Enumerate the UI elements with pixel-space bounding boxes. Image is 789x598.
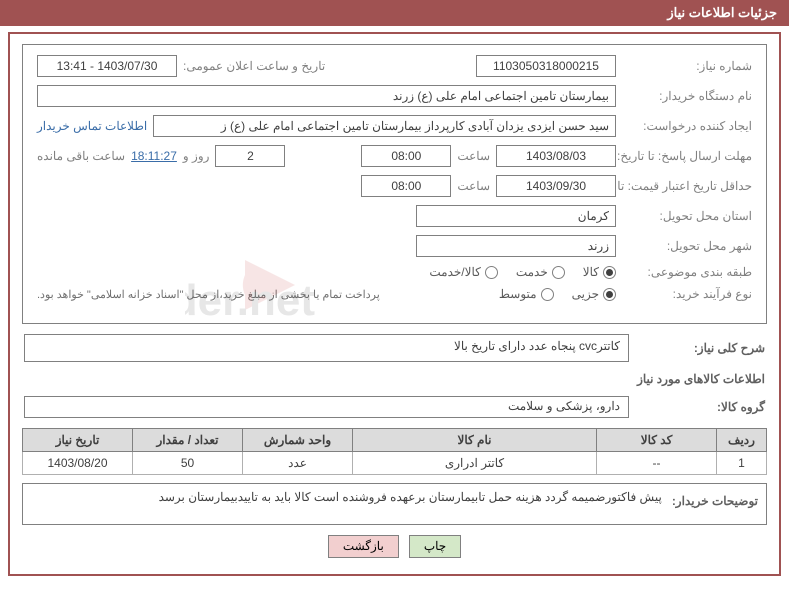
cell-date: 1403/08/20 — [23, 452, 133, 475]
row-reply-deadline: مهلت ارسال پاسخ: تا تاریخ: 1403/08/03 سا… — [37, 145, 752, 167]
payment-note: پرداخت تمام یا بخشی از مبلغ خرید،از محل … — [37, 288, 380, 301]
general-desc-label: شرح کلی نیاز: — [635, 341, 765, 355]
radio-khedmat[interactable]: خدمت — [516, 265, 565, 279]
row-price-validity: حداقل تاریخ اعتبار قیمت: تا تاریخ: 1403/… — [37, 175, 752, 197]
reply-deadline-date: 1403/08/03 — [496, 145, 616, 167]
requester-label: ایجاد کننده درخواست: — [622, 119, 752, 133]
buyer-notes-content: پیش فاکتورضمیمه گردد هزینه حمل تابیمارست… — [31, 490, 662, 518]
print-button[interactable]: چاپ — [409, 535, 461, 558]
radio-motavaset-label: متوسط — [499, 287, 537, 301]
table-header-row: ردیف کد کالا نام کالا واحد شمارش تعداد /… — [23, 429, 767, 452]
radio-circle-icon — [485, 266, 498, 279]
radio-circle-icon — [603, 288, 616, 301]
row-general-desc: شرح کلی نیاز: کاتترcvc پنجاه عدد دارای ت… — [24, 334, 765, 362]
radio-circle-icon — [541, 288, 554, 301]
radio-circle-icon — [552, 266, 565, 279]
radio-kala-khedmat[interactable]: کالا/خدمت — [429, 265, 497, 279]
general-desc-field: کاتترcvc پنجاه عدد دارای تاریخ بالا — [24, 334, 629, 362]
province-field: کرمان — [416, 205, 616, 227]
row-buyer-org: نام دستگاه خریدار: بیمارستان تامین اجتما… — [37, 85, 752, 107]
cell-qty: 50 — [133, 452, 243, 475]
radio-kala[interactable]: کالا — [583, 265, 616, 279]
cell-unit: عدد — [243, 452, 353, 475]
price-validity-date: 1403/09/30 — [496, 175, 616, 197]
radio-motavaset[interactable]: متوسط — [499, 287, 554, 301]
th-qty: تعداد / مقدار — [133, 429, 243, 452]
day-and-label: روز و — [183, 149, 210, 163]
page-title: جزئیات اطلاعات نیاز — [667, 5, 777, 20]
row-requester: ایجاد کننده درخواست: سید حسن ایزدی یزدان… — [37, 115, 752, 137]
th-unit: واحد شمارش — [243, 429, 353, 452]
main-info-frame: شماره نیاز: 1103050318000215 تاریخ و ساع… — [22, 44, 767, 324]
footer-buttons: چاپ بازگشت — [22, 535, 767, 558]
requester-field: سید حسن ایزدی یزدان آبادی کارپرداز بیمار… — [153, 115, 616, 137]
radio-kala-khedmat-label: کالا/خدمت — [429, 265, 480, 279]
cell-row: 1 — [717, 452, 767, 475]
price-validity-label: حداقل تاریخ اعتبار قیمت: تا تاریخ: — [622, 179, 752, 193]
outer-frame: AriaTender.net شماره نیاز: 1103050318000… — [8, 32, 781, 576]
goods-group-field: دارو، پزشکی و سلامت — [24, 396, 629, 418]
contact-link[interactable]: اطلاعات تماس خریدار — [37, 119, 147, 133]
th-name: نام کالا — [353, 429, 597, 452]
price-validity-time: 08:00 — [361, 175, 451, 197]
buyer-notes-box: توضیحات خریدار: پیش فاکتورضمیمه گردد هزی… — [22, 483, 767, 525]
goods-info-title: اطلاعات کالاهای مورد نیاز — [24, 372, 765, 386]
row-province: استان محل تحویل: کرمان — [37, 205, 752, 227]
row-goods-group: گروه کالا: دارو، پزشکی و سلامت — [24, 396, 765, 418]
buyer-notes-label: توضیحات خریدار: — [672, 490, 758, 518]
remaining-label: ساعت باقی مانده — [37, 149, 125, 163]
radio-jozi[interactable]: جزیی — [572, 287, 616, 301]
row-category: طبقه بندی موضوعی: کالا خدمت کالا/خدمت — [37, 265, 752, 279]
th-row: ردیف — [717, 429, 767, 452]
category-label: طبقه بندی موضوعی: — [622, 265, 752, 279]
time-label-2: ساعت — [457, 179, 490, 193]
th-code: کد کالا — [597, 429, 717, 452]
goods-group-label: گروه کالا: — [635, 400, 765, 414]
radio-khedmat-label: خدمت — [516, 265, 548, 279]
buyer-org-label: نام دستگاه خریدار: — [622, 89, 752, 103]
remaining-time: 18:11:27 — [131, 149, 177, 163]
need-number-field: 1103050318000215 — [476, 55, 616, 77]
city-label: شهر محل تحویل: — [622, 239, 752, 253]
city-field: زرند — [416, 235, 616, 257]
time-label-1: ساعت — [457, 149, 490, 163]
buyer-org-field: بیمارستان تامین اجتماعی امام علی (ع) زرن… — [37, 85, 616, 107]
purchase-radio-group: جزیی متوسط — [499, 287, 616, 301]
row-city: شهر محل تحویل: زرند — [37, 235, 752, 257]
back-button[interactable]: بازگشت — [328, 535, 399, 558]
row-need-number: شماره نیاز: 1103050318000215 تاریخ و ساع… — [37, 55, 752, 77]
cell-code: -- — [597, 452, 717, 475]
radio-circle-icon — [603, 266, 616, 279]
th-date: تاریخ نیاز — [23, 429, 133, 452]
radio-jozi-label: جزیی — [572, 287, 599, 301]
need-number-label: شماره نیاز: — [622, 59, 752, 73]
cell-name: کاتتر ادراری — [353, 452, 597, 475]
category-radio-group: کالا خدمت کالا/خدمت — [429, 265, 616, 279]
province-label: استان محل تحویل: — [622, 209, 752, 223]
radio-kala-label: کالا — [583, 265, 599, 279]
days-field: 2 — [215, 145, 285, 167]
announce-field: 1403/07/30 - 13:41 — [37, 55, 177, 77]
announce-label: تاریخ و ساعت اعلان عمومی: — [183, 59, 325, 73]
reply-deadline-label: مهلت ارسال پاسخ: تا تاریخ: — [622, 149, 752, 163]
reply-deadline-time: 08:00 — [361, 145, 451, 167]
goods-table: ردیف کد کالا نام کالا واحد شمارش تعداد /… — [22, 428, 767, 475]
purchase-type-label: نوع فرآیند خرید: — [622, 287, 752, 301]
table-row: 1 -- کاتتر ادراری عدد 50 1403/08/20 — [23, 452, 767, 475]
row-purchase-type: نوع فرآیند خرید: جزیی متوسط پرداخت تمام … — [37, 287, 752, 301]
page-header: جزئیات اطلاعات نیاز — [0, 0, 789, 26]
